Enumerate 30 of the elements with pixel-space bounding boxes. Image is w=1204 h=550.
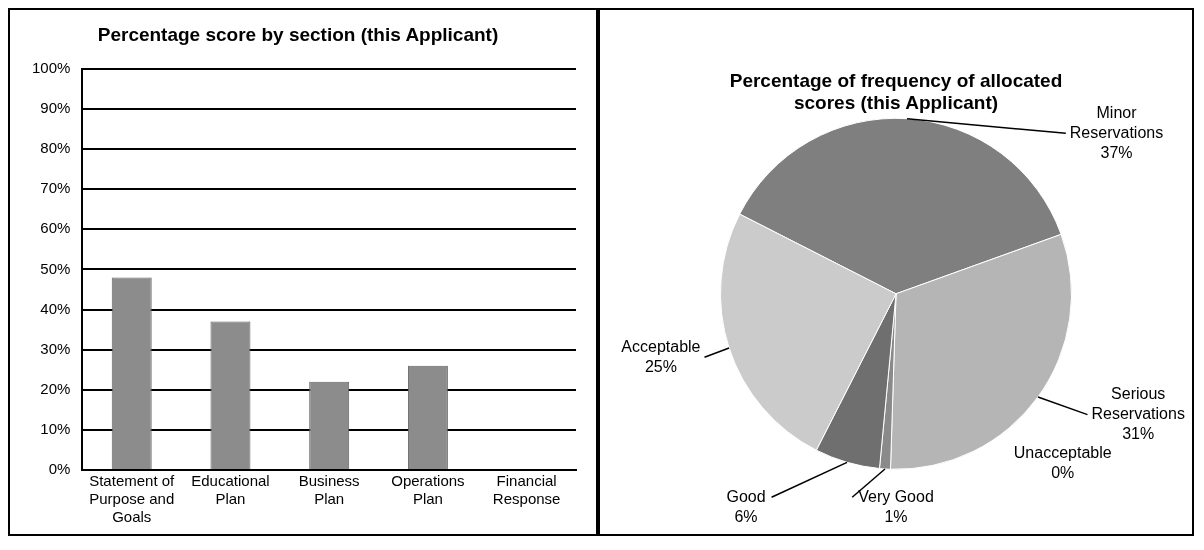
x-tick-label: Operations Plan [391, 472, 465, 508]
data-label: 1% [884, 507, 908, 525]
x-tick-label: Business Plan [298, 472, 360, 508]
y-tick-label: 100% [31, 58, 71, 76]
data-label: 31% [1122, 425, 1155, 442]
text: 0% [1051, 464, 1075, 482]
y-tick-label: 70% [40, 179, 71, 197]
data-label: 6% [734, 507, 758, 525]
y-tick-label: 80% [40, 139, 71, 157]
chart-title: Percentage score by section (this Applicant) [97, 23, 499, 45]
chart-title: Percentage of frequency of allocated scores (this Applicant) [729, 69, 1063, 114]
slice-label: Good [726, 487, 766, 505]
y-tick-label: 90% [40, 99, 71, 117]
slice-label: Minor Reservations [1069, 103, 1164, 141]
y-tick-label: 10% [40, 420, 71, 438]
slice-label: Very Good [858, 487, 934, 505]
x-tick-label: Financial Response [492, 472, 561, 508]
x-tick-label: Statement of Purpose and Goals [89, 472, 176, 526]
y-tick-label: 0% [48, 460, 71, 478]
data-label: 25% [644, 357, 677, 375]
slice-label: Serious Reservations [1091, 385, 1185, 422]
y-tick-label: 50% [40, 259, 71, 277]
data-label: 37% [1100, 143, 1133, 161]
category-label: Unacceptable [1013, 444, 1112, 462]
y-tick-label: 40% [40, 299, 71, 317]
slice-label: Acceptable [621, 337, 701, 355]
y-tick-label: 60% [40, 219, 71, 237]
x-tick-label: Educational Plan [191, 472, 270, 508]
y-tick-label: 20% [40, 379, 71, 397]
y-tick-label: 30% [40, 339, 71, 357]
